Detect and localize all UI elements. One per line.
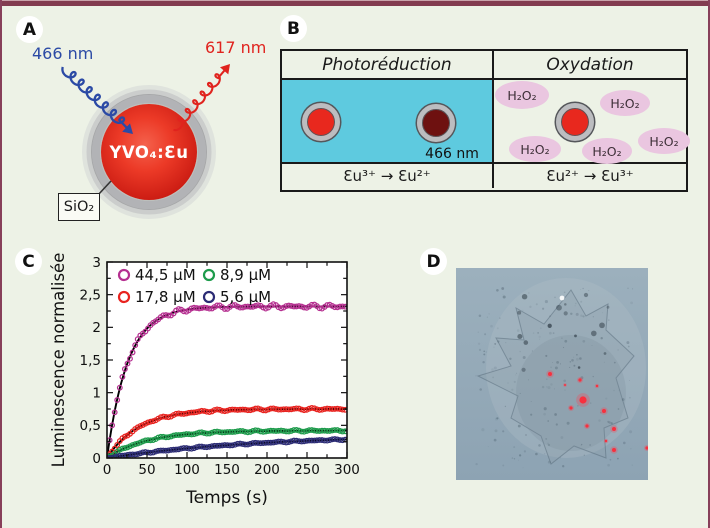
h2o2-molecule: H₂O₂ — [495, 81, 549, 109]
emission-wavelength-label: 617 nm — [205, 38, 267, 57]
svg-text:Temps (s): Temps (s) — [185, 488, 268, 508]
reaction-table-header-row: Photoréduction Oxydation — [282, 51, 686, 80]
particle-core-label: YVO₄:Ɛu — [109, 143, 189, 162]
svg-text:3: 3 — [92, 255, 101, 271]
reaction-left-label: Ɛu³⁺ → Ɛu²⁺ — [343, 167, 431, 185]
svg-text:250: 250 — [294, 462, 320, 478]
shell-label: SiO₂ — [63, 199, 95, 215]
svg-text:1,5: 1,5 — [80, 353, 101, 369]
svg-text:300: 300 — [334, 462, 360, 478]
svg-text:17,8 µM: 17,8 µM — [135, 288, 196, 306]
luminescence-chart: 0 50 100 150 200 250 300 0 0,5 1 1,5 2 2,5 3 Temps (s)… — [49, 253, 360, 508]
particle-eu3-icon — [302, 103, 340, 141]
header-cell-photoreduction: Photoréduction — [282, 51, 494, 78]
svg-text:Luminescence normalisée: Luminescence normalisée — [49, 253, 68, 468]
svg-text:50: 50 — [138, 462, 155, 478]
svg-text:1: 1 — [92, 385, 101, 401]
svg-text:8,9 µM: 8,9 µM — [220, 266, 271, 284]
h2o2-molecule: H₂O₂ — [600, 90, 650, 116]
svg-text:0,5: 0,5 — [80, 418, 101, 434]
svg-text:2,5: 2,5 — [80, 287, 101, 303]
svg-text:100: 100 — [174, 462, 200, 478]
excitation-wave-icon — [61, 66, 133, 134]
h2o2-molecule: H₂O₂ — [509, 136, 561, 162]
emission-wave-icon — [173, 64, 230, 132]
svg-text:0: 0 — [103, 462, 112, 478]
particle-reoxidized-icon — [556, 103, 594, 141]
reaction-right-label: Ɛu²⁺ → Ɛu³⁺ — [546, 167, 634, 185]
svg-text:0: 0 — [92, 451, 101, 467]
top-accent-bar — [2, 0, 708, 6]
header-oxydation-label: Oxydation — [546, 54, 634, 75]
h2o2-molecule: H₂O₂ — [582, 138, 632, 164]
shell-label-box: SiO₂ — [58, 193, 100, 221]
header-photoreduction-label: Photoréduction — [322, 54, 452, 75]
svg-text:2: 2 — [92, 320, 101, 336]
h2o2-molecule: H₂O₂ — [638, 128, 690, 154]
panel-c-label: C — [15, 248, 42, 275]
header-cell-oxydation: Oxydation — [494, 51, 686, 78]
reaction-table: Photoréduction Oxydation Ɛu³⁺ → Ɛu²⁺ Ɛu²… — [280, 49, 688, 192]
panel-d-label: D — [420, 248, 447, 275]
beam-wavelength-label: 466 nm — [425, 146, 479, 162]
panel-b-label: B — [280, 15, 307, 42]
svg-text:150: 150 — [214, 462, 240, 478]
cell-microscopy-image — [456, 268, 648, 480]
reaction-table-footer-row: Ɛu³⁺ → Ɛu²⁺ Ɛu²⁺ → Ɛu³⁺ — [282, 164, 686, 188]
panel-a-label: A — [16, 16, 43, 43]
excitation-wavelength-label: 466 nm — [32, 44, 94, 63]
svg-text:200: 200 — [254, 462, 280, 478]
particle-eu2-icon — [417, 104, 455, 142]
svg-text:5,6 µM: 5,6 µM — [220, 288, 271, 306]
reaction-right-cell: Ɛu²⁺ → Ɛu³⁺ — [494, 164, 686, 188]
svg-text:44,5 µM: 44,5 µM — [135, 266, 196, 284]
reaction-left-cell: Ɛu³⁺ → Ɛu²⁺ — [282, 164, 494, 188]
